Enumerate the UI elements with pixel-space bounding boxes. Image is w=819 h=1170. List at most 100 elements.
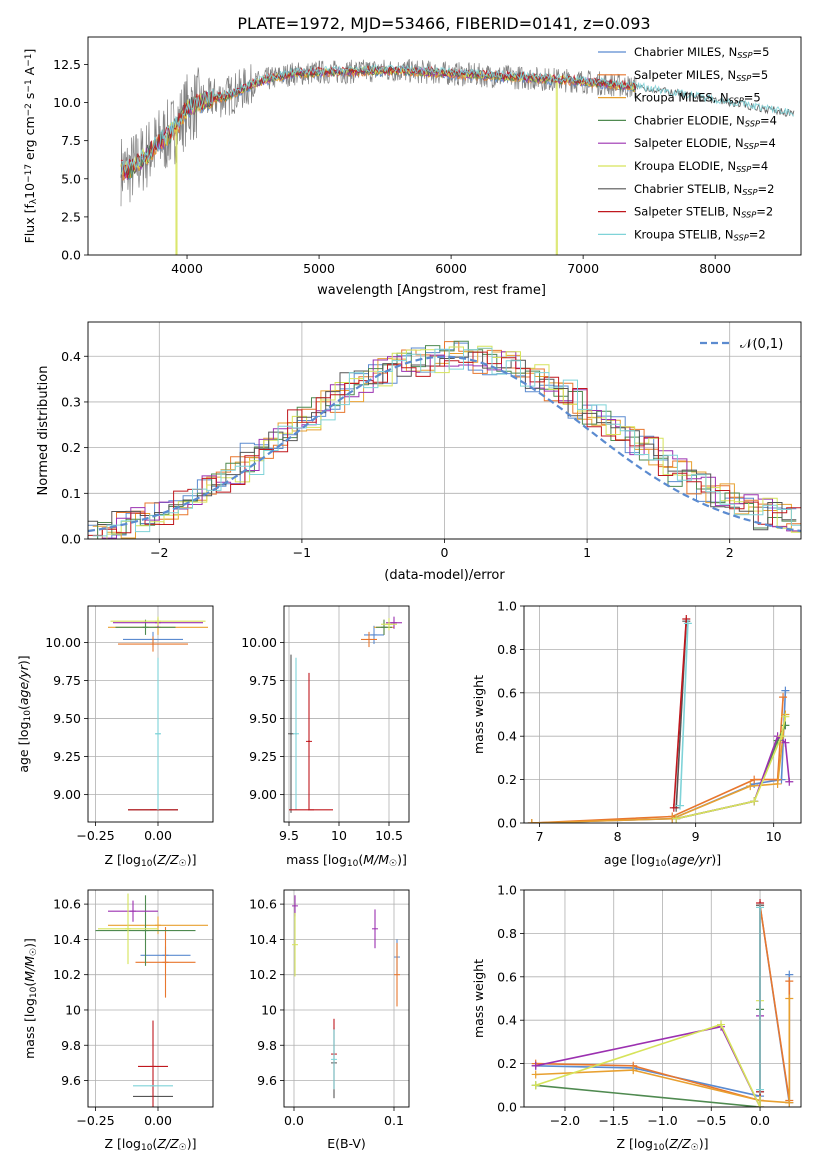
axes-frame — [283, 889, 410, 1108]
errorbar-salpeter-miles — [394, 942, 400, 1007]
grid-lines — [284, 606, 409, 822]
y-tick-label: 5.0 — [61, 171, 81, 186]
label-part: =2 — [756, 205, 773, 219]
x-tick-label: −2.0 — [550, 1113, 580, 1128]
series-kroupa-stelib — [676, 619, 692, 810]
weight-marker — [750, 797, 759, 806]
histogram-kroupa-stelib — [92, 347, 801, 537]
y-tick-label: 9.25 — [249, 749, 277, 764]
label-part: ( — [152, 1136, 157, 1151]
histogram-salpeter-stelib — [88, 351, 801, 536]
plot-area — [95, 893, 208, 1107]
series-salpeter-stelib — [669, 615, 691, 812]
legend-entry: Chabrier STELIB, NSSP=2 — [634, 182, 774, 197]
weight-line — [676, 716, 787, 820]
y-tick-label: 1.0 — [497, 883, 517, 898]
label-part: Z/Z — [668, 1136, 691, 1151]
label-part: −17 — [24, 164, 34, 183]
x-axis-label: Z [log10(Z/Z☉)] — [617, 1136, 709, 1153]
legend-entry: Salpeter MILES, NSSP=5 — [634, 68, 768, 83]
weight-marker — [669, 803, 678, 812]
ticks: −2 −1 0 1 2 0.0 0.1 0.2 0.3 0.4 — [61, 349, 734, 560]
weight-marker — [781, 721, 790, 730]
model-line-kroupa-elodie — [120, 65, 636, 255]
label-part: ] — [22, 49, 37, 54]
label-part: =2 — [749, 227, 766, 241]
x-tick-label: −1.0 — [647, 1113, 677, 1128]
x-tick-label: 10 — [331, 828, 347, 843]
errorbar-kroupa-elodie — [98, 893, 158, 965]
label-part: 10 — [347, 859, 359, 869]
weight-line — [531, 714, 787, 823]
y-tick-label: 12.5 — [53, 57, 81, 72]
y-axis-label: age [log10(age/yr)] — [16, 655, 33, 772]
ticks: 7 8 9 10 0.0 0.2 0.4 0.6 0.8 1.0 — [497, 599, 782, 845]
x-tick-label: 6000 — [435, 261, 467, 276]
label-part: Z/Z — [156, 852, 179, 867]
weight-marker — [672, 814, 681, 823]
model-line-salpeter-elodie — [121, 66, 636, 180]
y-tick-label: 9.25 — [53, 749, 81, 764]
x-tick-label: −1 — [293, 545, 311, 560]
label-part: ( — [664, 1136, 669, 1151]
x-axis-label: mass [log10(M/M☉)] — [286, 852, 407, 869]
y-tick-label: 0.0 — [497, 816, 517, 831]
y-tick-label: 7.5 — [61, 133, 81, 148]
axes-mass_vs_ebv: 0.0 0.1 9.6 9.8 10 10.2 10.4 10.6 E(B-V) — [249, 889, 410, 1151]
plot-area — [288, 616, 402, 813]
label-part: A — [22, 66, 37, 79]
label-part: =4 — [760, 113, 777, 127]
x-tick-label: 5000 — [303, 261, 335, 276]
series-chabrier-miles — [527, 686, 790, 823]
model-line-chabrier-miles — [120, 68, 636, 181]
legend-entry: Salpeter ELODIE, NSSP=4 — [634, 136, 776, 151]
axes-weight_vs_Z: −2.0 −1.5 −1.0 −0.5 0.0 0.0 0.2 0.4 0.6 0.8 1.0 Z [… — [471, 883, 802, 1153]
axes-frame — [87, 889, 214, 1108]
x-tick-label: 4000 — [171, 261, 203, 276]
errorbar-kroupa-stelib — [331, 1029, 337, 1090]
label-part: )] — [397, 852, 407, 867]
errorbar-chabrier-miles — [364, 625, 384, 645]
x-tick-label: 7 — [536, 829, 544, 844]
y-tick-label: 9.50 — [249, 711, 277, 726]
y-tick-label: 1.0 — [497, 599, 517, 614]
label-part: Z/Z — [156, 1136, 179, 1151]
histogram-kroupa-elodie — [92, 345, 801, 539]
plot-area — [292, 895, 400, 1099]
axes-frame — [523, 889, 802, 1108]
errorbar-kroupa-elodie — [381, 618, 397, 631]
weight-marker — [785, 994, 794, 1003]
label-part: SSP — [742, 187, 757, 197]
errorbar-chabrier-elodie — [115, 619, 176, 635]
label-part: ☉ — [691, 1143, 699, 1153]
x-tick-label: 7000 — [567, 261, 599, 276]
x-tick-label: 0.00 — [144, 1113, 172, 1128]
label-part: λ — [29, 198, 39, 204]
model-line-salpeter-stelib — [120, 65, 636, 179]
label-part: =2 — [757, 182, 774, 196]
errorbar-salpeter-stelib — [306, 672, 312, 810]
label-part: Kroupa ELODIE, N — [634, 159, 736, 173]
label-part: )] — [187, 1136, 197, 1151]
label-part: =4 — [751, 159, 768, 173]
y-tick-label: 0.0 — [497, 1100, 517, 1115]
y-tick-label: 10.00 — [45, 635, 81, 650]
label-part: −2 — [24, 103, 34, 116]
weight-marker — [779, 693, 788, 702]
weight-marker — [682, 615, 691, 624]
x-tick-label: 0.0 — [750, 1113, 770, 1128]
label-part: 10 — [655, 859, 667, 869]
y-tick-label: 10.0 — [53, 95, 81, 110]
label-part: M/M — [22, 956, 37, 982]
x-tick-label: 8 — [614, 829, 622, 844]
grid-lines — [284, 890, 409, 1107]
chart-layer: 4000 5000 6000 7000 80000.02.55.07.510.012.5… — [16, 36, 802, 1153]
series-kroupa-miles — [527, 710, 790, 823]
weight-line — [673, 618, 688, 808]
errorbar-kroupa-stelib — [293, 657, 299, 810]
weight-line — [679, 623, 689, 806]
label-part: Flux [f — [22, 204, 37, 244]
label-part: ( — [666, 852, 671, 867]
